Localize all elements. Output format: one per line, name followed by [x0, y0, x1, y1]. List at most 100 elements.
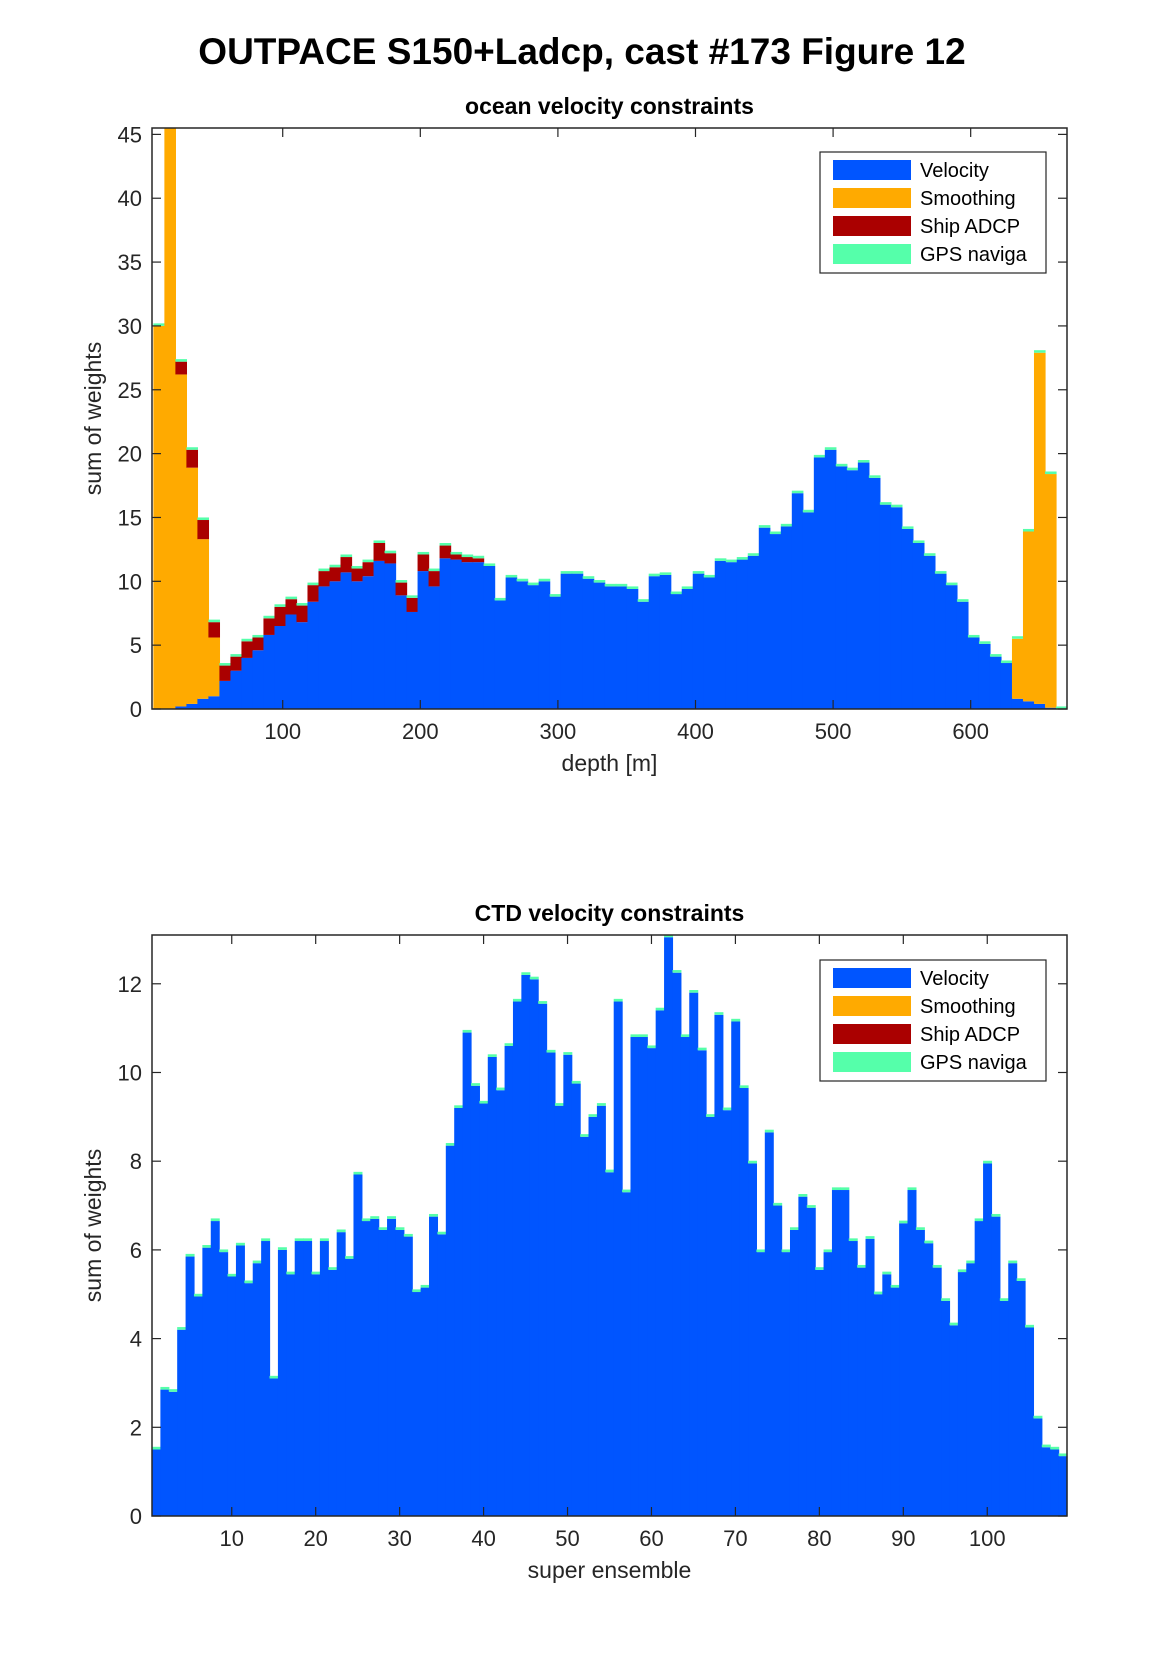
bar-gps-naviga — [824, 447, 837, 450]
bar-ship-adcp — [285, 599, 298, 615]
bar-gps-naviga — [630, 1034, 640, 1038]
bar-velocity — [974, 1221, 984, 1516]
bar-gps-naviga — [978, 641, 991, 644]
bar-velocity — [824, 449, 837, 709]
bar-velocity — [1016, 1280, 1026, 1516]
bar-velocity — [967, 637, 980, 709]
bar-gps-naviga — [417, 551, 430, 555]
bar-velocity — [813, 457, 826, 709]
chart-ocean-velocity-constraints: 100 200 300 400 500 600 0 5 10 15 20 25 30 35 40 45 ocea… — [80, 93, 1068, 776]
bar-velocity — [758, 527, 771, 709]
x-tick-label: 80 — [807, 1526, 831, 1551]
x-tick-label: 200 — [402, 719, 439, 744]
bar-gps-naviga — [823, 1249, 833, 1253]
bar-velocity — [437, 1234, 447, 1516]
bar-gps-naviga — [512, 998, 522, 1002]
bar-gps-naviga — [967, 634, 980, 638]
bar-velocity — [420, 1287, 430, 1516]
bar-ship-adcp — [230, 656, 243, 671]
bar-velocity — [596, 1105, 606, 1516]
bar-gps-naviga — [428, 568, 441, 572]
bar-gps-naviga — [626, 586, 639, 589]
bar-velocity — [210, 1221, 220, 1516]
bar-ship-adcp — [384, 553, 397, 564]
y-tick-label: 6 — [130, 1238, 142, 1263]
bar-gps-naviga — [1033, 1415, 1043, 1419]
bar-gps-naviga — [529, 976, 539, 980]
bar-velocity — [722, 1110, 732, 1516]
bar-velocity — [907, 1190, 917, 1516]
bar-gps-naviga — [504, 1043, 514, 1046]
x-axis-label: super ensemble — [528, 1557, 692, 1583]
bar-velocity — [689, 992, 699, 1516]
figure-title: OUTPACE S150+Ladcp, cast #173 Figure 12 — [198, 31, 965, 72]
bar-gps-naviga — [175, 359, 187, 362]
bar-ship-adcp — [329, 567, 342, 582]
legend-swatch — [833, 1024, 911, 1044]
bar-velocity — [648, 576, 661, 709]
bar-gps-naviga — [764, 1129, 774, 1133]
bar-velocity — [378, 1229, 388, 1516]
bar-velocity — [554, 1105, 564, 1516]
x-tick-label: 90 — [891, 1526, 915, 1551]
bar-velocity — [857, 462, 870, 709]
bar-gps-naviga — [890, 1284, 900, 1288]
bar-velocity — [318, 586, 331, 709]
bar-gps-naviga — [747, 553, 760, 556]
bar-velocity — [846, 470, 859, 709]
bar-ship-adcp — [373, 543, 386, 561]
bar-gps-naviga — [798, 1194, 808, 1197]
bar-gps-naviga — [1016, 1278, 1026, 1281]
bar-gps-naviga — [261, 1238, 271, 1242]
bar-velocity — [882, 1274, 892, 1516]
bar-gps-naviga — [387, 1216, 397, 1219]
legend-swatch — [833, 188, 911, 208]
bar-gps-naviga — [802, 509, 815, 513]
bar-velocity — [483, 565, 496, 709]
bar-gps-naviga — [546, 1049, 556, 1053]
bar-gps-naviga — [406, 595, 419, 598]
bar-gps-naviga — [479, 1100, 489, 1104]
bar-ship-adcp — [219, 665, 232, 681]
bar-gps-naviga — [731, 1018, 741, 1022]
bar-gps-naviga — [351, 565, 364, 569]
bar-gps-naviga — [722, 1107, 732, 1111]
bar-gps-naviga — [865, 1236, 875, 1239]
bar-velocity — [924, 1243, 934, 1516]
bar-gps-naviga — [1044, 471, 1057, 475]
bar-velocity — [672, 972, 682, 1516]
bar-gps-naviga — [516, 578, 529, 582]
bar-gps-naviga — [571, 571, 584, 574]
bar-velocity — [764, 1132, 774, 1516]
y-tick-label: 25 — [118, 378, 142, 403]
bar-velocity — [241, 657, 254, 709]
bar-gps-naviga — [329, 564, 342, 568]
bar-velocity — [957, 1272, 967, 1516]
bar-gps-naviga — [340, 554, 353, 558]
bar-gps-naviga — [378, 1227, 388, 1230]
bar-gps-naviga — [991, 1213, 1001, 1217]
bar-gps-naviga — [638, 1034, 648, 1038]
bar-velocity — [983, 1163, 993, 1516]
bar-velocity — [193, 1296, 203, 1516]
bar-velocity — [186, 703, 199, 709]
bar-gps-naviga — [412, 1289, 422, 1293]
bar-gps-naviga — [210, 1218, 220, 1222]
y-tick-label: 30 — [118, 314, 142, 339]
bar-velocity — [261, 1241, 271, 1516]
bar-gps-naviga — [1011, 636, 1024, 639]
bar-gps-naviga — [689, 990, 699, 993]
bar-gps-naviga — [219, 663, 232, 666]
bar-velocity — [571, 1083, 581, 1516]
bar-gps-naviga — [185, 1253, 195, 1257]
bar-gps-naviga — [835, 463, 848, 467]
legend-swatch — [833, 244, 911, 264]
bar-velocity — [516, 581, 529, 709]
bar-gps-naviga — [697, 1047, 707, 1051]
bar-gps-naviga — [840, 1187, 850, 1191]
bar-velocity — [681, 588, 694, 709]
bar-gps-naviga — [989, 654, 1002, 657]
bar-gps-naviga — [789, 1227, 799, 1230]
y-tick-label: 35 — [118, 250, 142, 275]
bar-gps-naviga — [1033, 350, 1046, 353]
